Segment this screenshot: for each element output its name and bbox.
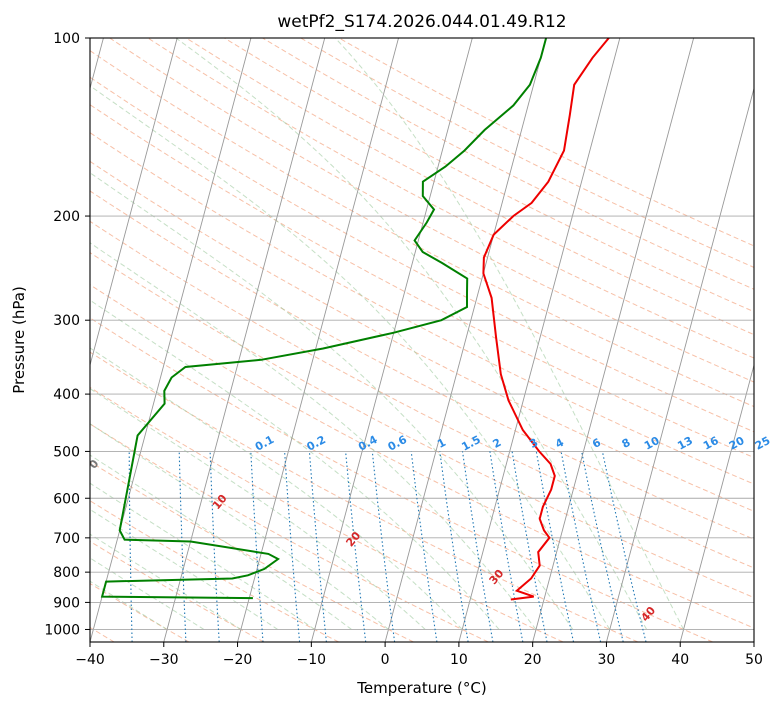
plot-frame [89, 37, 755, 643]
moist-adiabat [90, 423, 389, 630]
moist-adiabat [90, 299, 500, 630]
mixing-ratio-line [345, 451, 367, 642]
dry-adiabat [90, 76, 754, 433]
x-tick-label: −10 [297, 652, 327, 668]
isotherm [90, 38, 252, 642]
mixing-ratio-line [439, 451, 469, 642]
x-tick-label: 50 [745, 652, 763, 668]
x-tick-label: −20 [223, 652, 253, 668]
mixing-ratio-line [371, 451, 396, 642]
dry-adiabat [90, 160, 754, 512]
isotherm [310, 38, 473, 642]
x-tick-label: 0 [381, 652, 390, 668]
y-axis: 100 200 300 400 500 600 700 800 900 1000 [44, 31, 90, 638]
dry-adiabat [90, 582, 190, 642]
moist-adiabat [90, 508, 279, 630]
moist-adiabat [90, 172, 574, 630]
x-tick-label: 40 [671, 652, 689, 668]
mixing-ratio-label: 20 [727, 434, 747, 453]
chart-title: wetPf2_S174.2026.044.01.49.R12 [277, 12, 566, 32]
mixing-ratio-line [581, 451, 624, 642]
x-tick-label: −30 [149, 652, 179, 668]
dry-adiabat [90, 190, 754, 540]
moist-adiabat [90, 242, 537, 630]
mixing-ratio-label: 25 [753, 434, 773, 453]
x-tick-label: 20 [524, 652, 542, 668]
dry-adiabat [90, 284, 754, 629]
isotherm [458, 38, 621, 642]
mixing-ratio-line [410, 451, 438, 642]
isotherm [679, 363, 754, 642]
isotherm [237, 38, 399, 642]
dry-adiabat [109, 38, 754, 383]
isotherm [384, 38, 547, 642]
x-tick-label: 30 [598, 652, 616, 668]
dry-adiabat [147, 38, 754, 359]
y-tick-label: 900 [53, 595, 80, 611]
dry-adiabat [90, 252, 754, 599]
moist-adiabat [90, 347, 463, 630]
moist-adiabat [90, 85, 611, 630]
moist-adiabat [90, 454, 352, 630]
dry-adiabat [90, 423, 489, 642]
sounding-line [482, 38, 610, 601]
background-lines [90, 38, 754, 642]
moist-adiabat [90, 482, 315, 630]
y-tick-label: 700 [53, 531, 80, 547]
sounding-line [100, 38, 548, 600]
mixing-ratio-label: 13 [675, 434, 695, 453]
y-tick-label: 600 [53, 491, 80, 507]
y-tick-label: 1000 [44, 622, 80, 638]
dry-adiabat [90, 104, 754, 459]
x-tick-label: 10 [450, 652, 468, 668]
moist-adiabat [334, 38, 685, 630]
y-tick-label: 300 [53, 313, 80, 329]
mixing-ratio-line [511, 451, 548, 642]
mixing-ratio-line [461, 451, 494, 642]
isotherm [90, 38, 178, 367]
sounding-series [100, 38, 610, 601]
dry-adiabat [90, 500, 339, 642]
y-tick-label: 200 [53, 209, 80, 225]
mixing-ratio-line [535, 451, 575, 642]
isotherm [606, 86, 754, 642]
mixing-ratio-label: 10 [642, 434, 662, 453]
x-tick-label: −40 [75, 652, 105, 668]
dry-adiabat [90, 386, 564, 642]
y-axis-label: Pressure (hPa) [10, 286, 28, 394]
isotherm [532, 38, 695, 642]
mixing-ratio-label: 16 [701, 434, 721, 453]
dry-adiabat [90, 351, 639, 642]
y-tick-label: 100 [53, 31, 80, 47]
moist-adiabat [175, 38, 648, 630]
mixing-ratio-line [560, 451, 602, 642]
y-tick-label: 800 [53, 565, 80, 581]
y-tick-label: 400 [53, 387, 80, 403]
x-axis: −40 −30 −20 −10 0 10 20 30 40 50 [75, 642, 763, 668]
x-axis-label: Temperature (°C) [356, 679, 486, 697]
dry-adiabat [90, 317, 713, 642]
y-tick-label: 500 [53, 444, 80, 460]
mixing-ratio-line [601, 451, 647, 642]
